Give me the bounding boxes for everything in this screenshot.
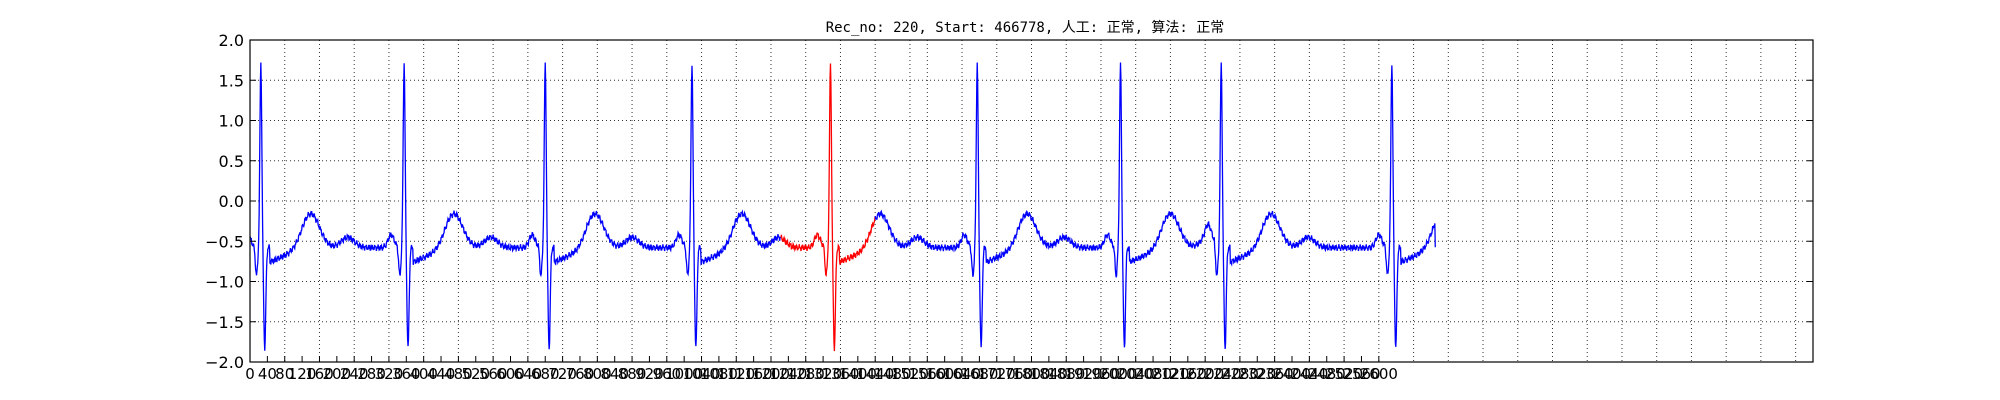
y-axis-ticks: 2.0 1.5 1.0 0.5 0.0 −0.5 −1.0 −1.5 −2.0 — [205, 31, 1813, 372]
x-tick-label: 960 — [652, 365, 681, 383]
x-tick-label: 2600 — [1360, 365, 1398, 383]
x-tick-label: 1960 — [1082, 365, 1120, 383]
y-tick-label: −1.5 — [205, 313, 244, 332]
y-tick-label: −2.0 — [205, 353, 244, 372]
x-tick-label: 920 — [635, 365, 664, 383]
x-tick-label: 2040 — [1117, 365, 1155, 383]
y-tick-label: 1.5 — [219, 71, 244, 90]
x-tick-label: 2440 — [1290, 365, 1328, 383]
x-tick-label: 1880 — [1047, 365, 1085, 383]
x-tick-label: 80 — [275, 365, 294, 383]
x-tick-label: 2520 — [1325, 365, 1363, 383]
x-tick-label: 200 — [323, 365, 352, 383]
x-tick-label: 1240 — [769, 365, 807, 383]
x-tick-label: 720 — [548, 365, 577, 383]
ecg-trace — [874, 62, 1436, 350]
x-tick-label: 1760 — [995, 365, 1033, 383]
x-tick-label: 1400 — [839, 365, 877, 383]
x-tick-label: 1200 — [752, 365, 790, 383]
x-tick-label: 240 — [340, 365, 369, 383]
x-tick-label: 2120 — [1151, 365, 1189, 383]
x-tick-label: 600 — [496, 365, 525, 383]
x-tick-label: 1440 — [856, 365, 894, 383]
x-tick-label: 1480 — [873, 365, 911, 383]
x-tick-label: 2280 — [1221, 365, 1259, 383]
x-tick-label: 440 — [427, 365, 456, 383]
x-tick-label: 800 — [583, 365, 612, 383]
x-tick-label: 1840 — [1030, 365, 1068, 383]
x-tick-label: 320 — [375, 365, 404, 383]
x-tick-label: 2000 — [1099, 365, 1137, 383]
x-tick-label: 40 — [258, 365, 277, 383]
x-tick-label: 2480 — [1308, 365, 1346, 383]
x-tick-label: 400 — [409, 365, 438, 383]
x-tick-label: 840 — [600, 365, 629, 383]
x-tick-label: 880 — [618, 365, 647, 383]
x-tick-label: 1680 — [960, 365, 998, 383]
x-tick-label: 1720 — [978, 365, 1016, 383]
x-tick-label: 1320 — [804, 365, 842, 383]
ecg-traces — [249, 62, 1436, 352]
ecg-trace — [249, 62, 782, 351]
x-tick-label: 2240 — [1203, 365, 1241, 383]
x-tick-label: 1280 — [787, 365, 825, 383]
x-tick-label: 2360 — [1256, 365, 1294, 383]
x-tick-label: 1040 — [682, 365, 720, 383]
chart-title: Rec_no: 220, Start: 466778, 人工: 正常, 算法: … — [826, 20, 1225, 36]
y-tick-label: 0.5 — [219, 152, 244, 171]
x-tick-label: 1640 — [943, 365, 981, 383]
y-tick-label: 2.0 — [219, 31, 244, 50]
x-tick-label: 2200 — [1186, 365, 1224, 383]
x-tick-label: 160 — [305, 365, 334, 383]
x-tick-label: 480 — [444, 365, 473, 383]
highlighted-beat-trace — [780, 63, 876, 352]
x-tick-label: 2560 — [1342, 365, 1380, 383]
y-tick-label: −1.0 — [205, 273, 244, 292]
x-axis-ticks: 0 408012016020024028032036040044048052056… — [245, 356, 1398, 383]
x-tick-label: 1120 — [717, 365, 755, 383]
x-tick-label: 360 — [392, 365, 421, 383]
x-tick-label: 1000 — [665, 365, 703, 383]
x-tick-label: 2160 — [1169, 365, 1207, 383]
x-tick-label: 280 — [357, 365, 386, 383]
x-tick-label: 680 — [531, 365, 560, 383]
x-tick-label: 1080 — [700, 365, 738, 383]
x-tick-label: 0 — [245, 365, 255, 383]
grid — [250, 40, 1813, 362]
x-tick-label: 1160 — [735, 365, 773, 383]
x-tick-label: 2320 — [1238, 365, 1276, 383]
x-tick-label: 760 — [566, 365, 595, 383]
x-tick-label: 1600 — [926, 365, 964, 383]
x-tick-label: 1360 — [821, 365, 859, 383]
x-tick-label: 1520 — [891, 365, 929, 383]
y-tick-label: 1.0 — [219, 112, 244, 131]
y-tick-label: −0.5 — [205, 232, 244, 251]
x-tick-label: 640 — [514, 365, 543, 383]
x-tick-label: 560 — [479, 365, 508, 383]
x-tick-label: 1800 — [1012, 365, 1050, 383]
x-tick-label: 1560 — [908, 365, 946, 383]
x-tick-label: 520 — [461, 365, 490, 383]
x-tick-label: 120 — [288, 365, 317, 383]
x-tick-label: 2400 — [1273, 365, 1311, 383]
y-tick-label: 0.0 — [219, 192, 244, 211]
x-tick-label: 2080 — [1134, 365, 1172, 383]
x-tick-label: 1920 — [1065, 365, 1103, 383]
